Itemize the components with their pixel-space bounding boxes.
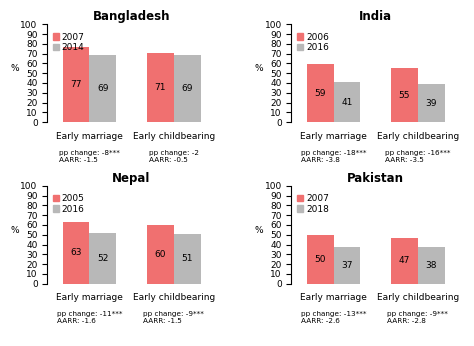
Bar [173, 234, 201, 284]
Y-axis label: %: % [10, 226, 19, 235]
Legend: 2007, 2018: 2007, 2018 [296, 193, 330, 215]
Text: pp change: -13***
AARR: -2.6: pp change: -13*** AARR: -2.6 [301, 311, 366, 324]
Y-axis label: %: % [255, 226, 263, 235]
Text: pp change: -11***
AARR: -1.6: pp change: -11*** AARR: -1.6 [57, 311, 122, 324]
Text: 63: 63 [70, 248, 82, 257]
Text: 38: 38 [426, 261, 437, 270]
Bar [334, 82, 360, 122]
Text: 60: 60 [155, 250, 166, 259]
Bar [418, 246, 445, 284]
Text: 69: 69 [182, 84, 193, 93]
Title: Bangladesh: Bangladesh [93, 10, 170, 23]
Text: 37: 37 [341, 261, 353, 270]
Y-axis label: %: % [255, 64, 263, 73]
Title: Nepal: Nepal [112, 172, 151, 185]
Text: pp change: -2
AARR: -0.5: pp change: -2 AARR: -0.5 [149, 149, 199, 163]
Text: 50: 50 [314, 255, 326, 264]
Title: Pakistan: Pakistan [347, 172, 404, 185]
Bar [147, 225, 173, 284]
Text: pp change: -9***
AARR: -1.5: pp change: -9*** AARR: -1.5 [143, 311, 204, 324]
Bar [418, 84, 445, 122]
Bar [334, 247, 360, 284]
Text: 39: 39 [426, 99, 437, 108]
Legend: 2007, 2014: 2007, 2014 [52, 32, 86, 53]
Text: pp change: -18***
AARR: -3.8: pp change: -18*** AARR: -3.8 [301, 149, 366, 163]
Y-axis label: %: % [10, 64, 19, 73]
Text: pp change: -8***
AARR: -1.5: pp change: -8*** AARR: -1.5 [59, 149, 120, 163]
Text: 69: 69 [97, 84, 109, 93]
Bar [391, 68, 418, 122]
Title: India: India [359, 10, 392, 23]
Text: 59: 59 [314, 89, 326, 98]
Bar [63, 222, 90, 284]
Text: pp change: -16***
AARR: -3.5: pp change: -16*** AARR: -3.5 [385, 149, 450, 163]
Bar [90, 55, 117, 122]
Text: 55: 55 [399, 91, 410, 100]
Bar [90, 233, 117, 284]
Text: 77: 77 [70, 80, 82, 89]
Bar [307, 235, 334, 284]
Legend: 2005, 2016: 2005, 2016 [52, 193, 86, 215]
Text: 47: 47 [399, 256, 410, 265]
Legend: 2006, 2016: 2006, 2016 [296, 32, 330, 53]
Text: 51: 51 [182, 254, 193, 263]
Text: 41: 41 [341, 98, 353, 107]
Bar [307, 64, 334, 122]
Bar [391, 238, 418, 284]
Bar [63, 47, 90, 122]
Bar [173, 55, 201, 122]
Text: 52: 52 [97, 254, 109, 263]
Text: 71: 71 [155, 83, 166, 92]
Text: pp change: -9***
AARR: -2.8: pp change: -9*** AARR: -2.8 [387, 311, 448, 324]
Bar [147, 53, 173, 122]
